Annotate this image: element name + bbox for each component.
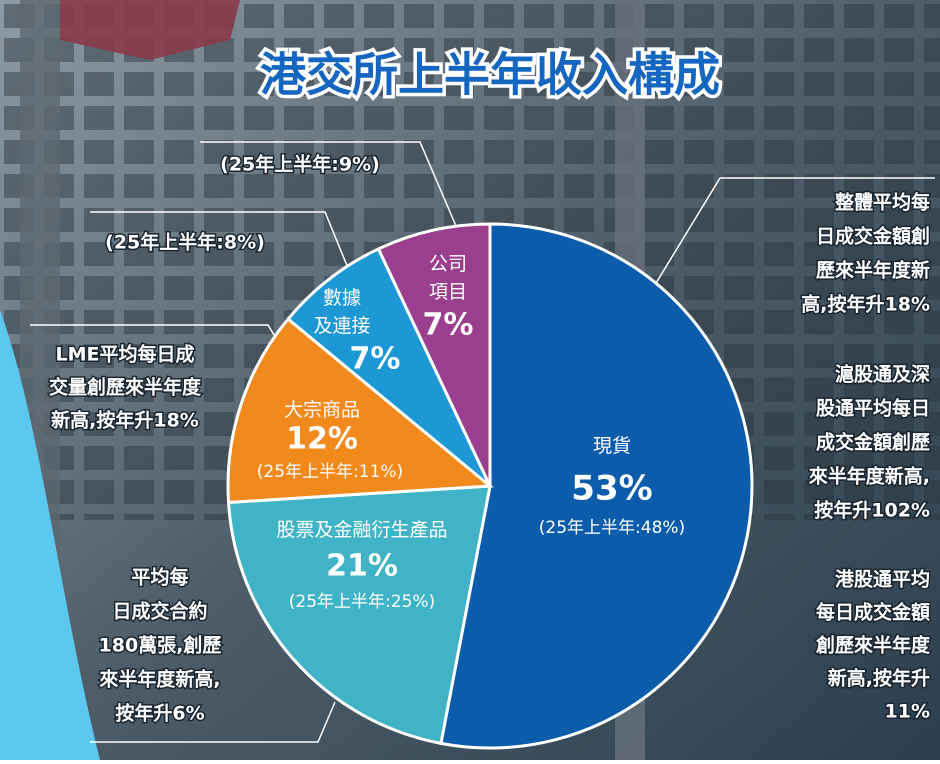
- annotation: 交量創歷來半年度: [49, 376, 202, 399]
- slice-name: 大宗商品: [284, 399, 360, 421]
- prior-label: (25年上半年:8%): [105, 231, 265, 254]
- annotation: 日成交金額創: [816, 225, 930, 248]
- slice-value-label: 12%: [286, 422, 358, 457]
- annotation: 整體平均每: [835, 191, 930, 214]
- annotation: 股通平均每日: [816, 397, 930, 420]
- pie-slice: [286, 246, 492, 488]
- annotation: 11%: [885, 701, 930, 723]
- annotation: 創歷來半年度: [816, 634, 931, 657]
- slice-value-label: 7%: [423, 308, 474, 343]
- annotation: 日成交合約: [112, 600, 207, 623]
- flag: [60, 0, 240, 60]
- annotation: 180萬張,創歷: [99, 634, 222, 657]
- prior-label: (25年上半年:9%): [220, 153, 380, 176]
- side-band: [0, 310, 100, 760]
- annotation: 滬股通及深: [835, 363, 930, 386]
- pie: [226, 222, 754, 750]
- annotation: 新高,按年升18%: [51, 409, 199, 432]
- slice-name: 股票及金融衍生產品: [276, 519, 447, 541]
- slice-name: 數據及連接: [313, 287, 370, 337]
- slice-name: 現貨: [593, 435, 631, 457]
- callout-lines: [30, 141, 935, 743]
- slice-value-label: 7%: [350, 342, 401, 377]
- annotation: 高,按年升18%: [801, 293, 930, 316]
- annotation: 按年升102%: [814, 499, 930, 522]
- slice-value-label: 21%: [326, 549, 398, 584]
- annotation: 來半年度新高,: [99, 668, 220, 691]
- slice-value-label: 53%: [571, 469, 652, 509]
- annotation: 成交金額創歷: [816, 431, 930, 454]
- pie-slice: [439, 222, 754, 750]
- annotation: 每日成交金額: [816, 601, 930, 624]
- pie-slice: [376, 222, 492, 487]
- annotation: LME平均每日成: [56, 343, 195, 366]
- annotation: 新高,按年升: [828, 667, 930, 690]
- pie-slice: [226, 484, 492, 746]
- prior-label: (25年上半年:11%): [257, 462, 403, 482]
- slice-name: 公司項目: [429, 253, 467, 303]
- chart-title: 港交所上半年收入構成: [260, 48, 720, 102]
- annotation: 來半年度新高,: [809, 465, 930, 488]
- annotation: 歷來半年度新: [816, 259, 930, 282]
- prior-label: (25年上半年:25%): [289, 592, 435, 612]
- annotation: 港股通平均: [835, 568, 930, 591]
- annotation: 平均每: [131, 566, 188, 589]
- annotation: 按年升6%: [115, 702, 204, 725]
- prior-label: (25年上半年:48%): [539, 518, 685, 538]
- pie-slice: [226, 316, 494, 505]
